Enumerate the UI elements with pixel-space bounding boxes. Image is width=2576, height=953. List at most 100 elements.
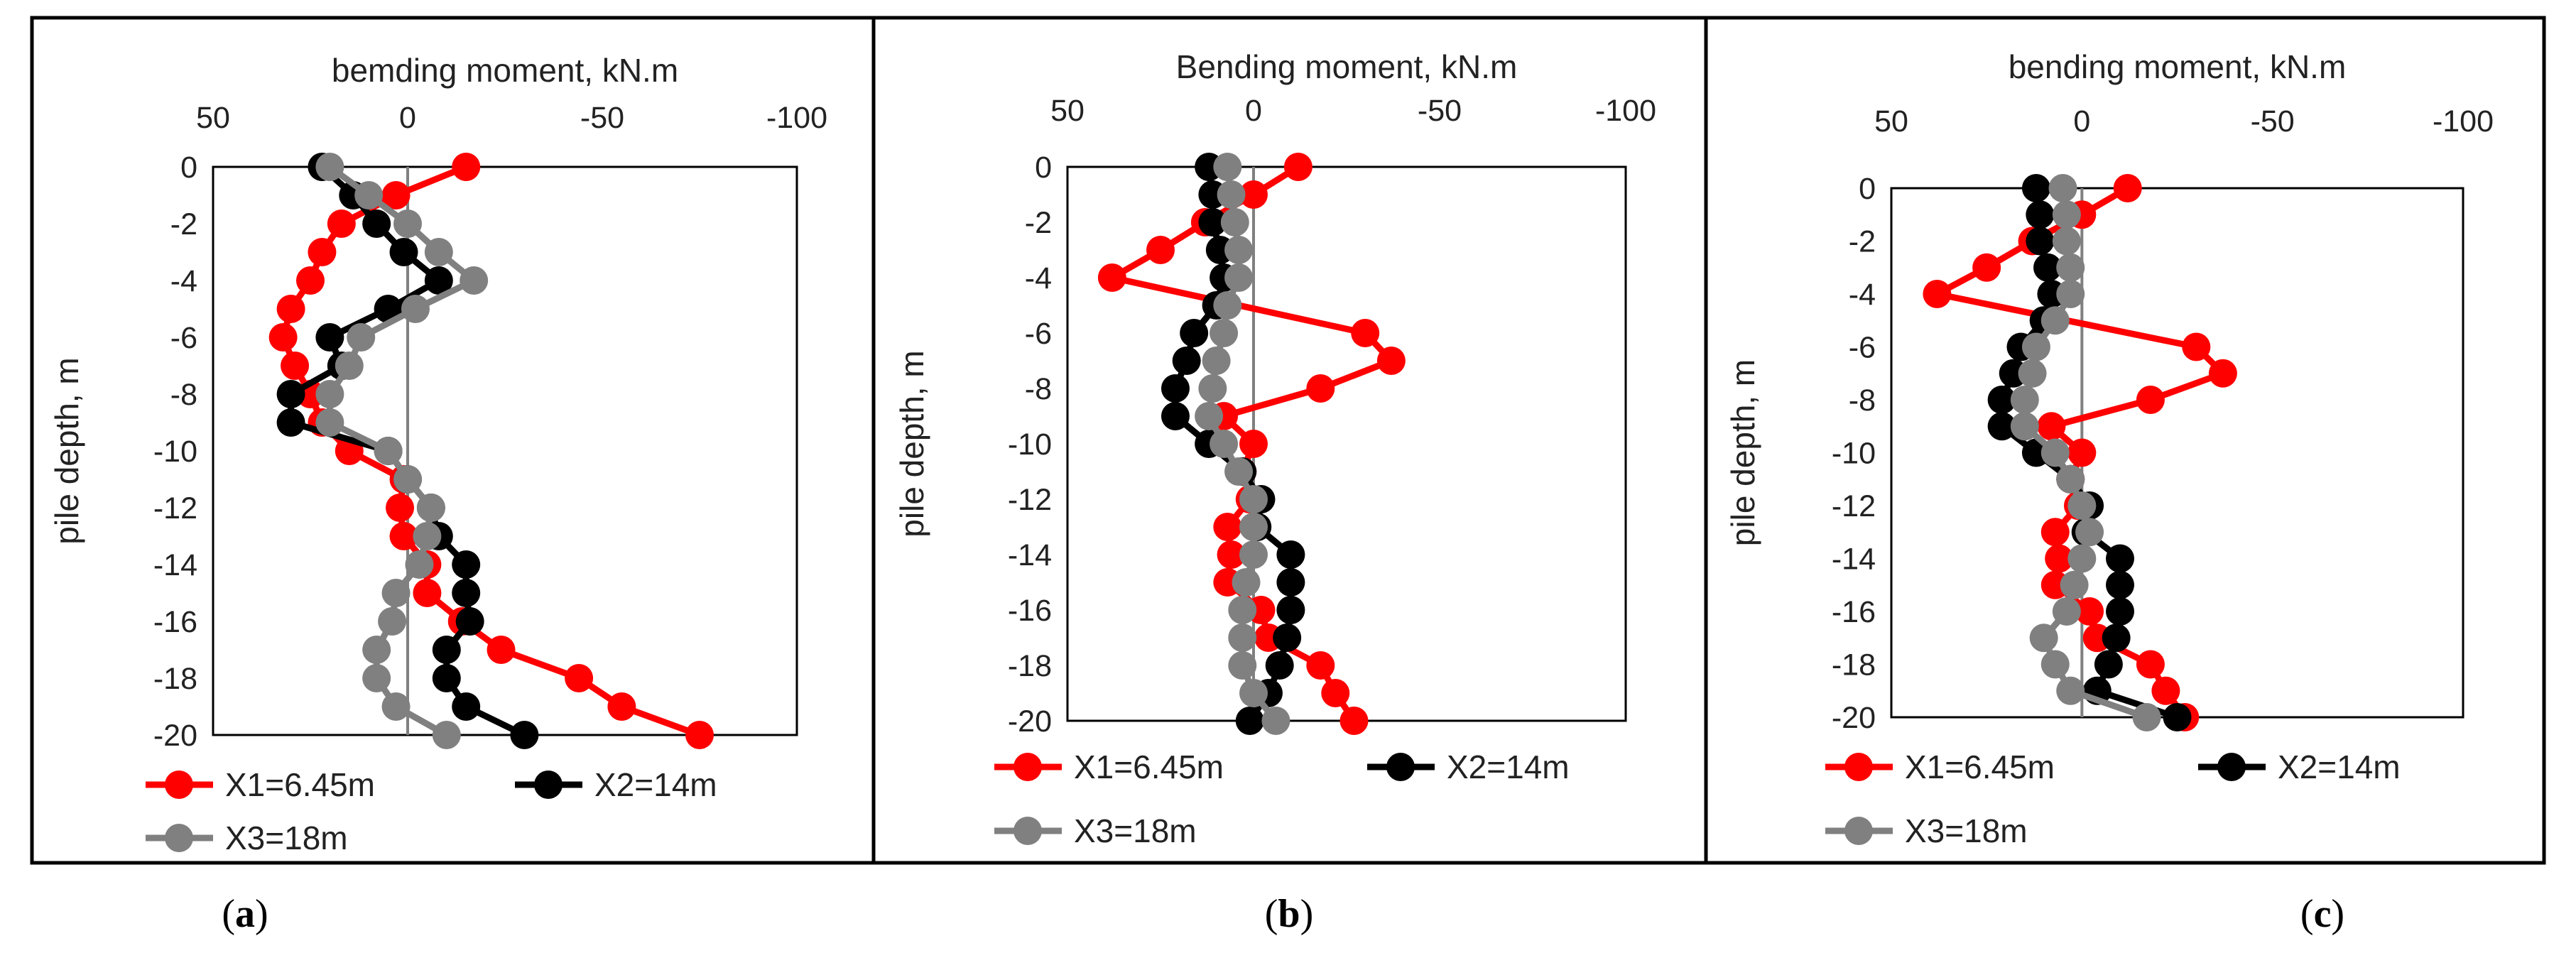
y-tick-label: -12 (1008, 483, 1052, 517)
legend-item-3: X3=18m (146, 819, 348, 856)
y-axis-title: pile depth, m (48, 357, 85, 544)
data-point (2106, 597, 2134, 626)
data-point (424, 266, 453, 295)
data-point (2208, 359, 2237, 388)
series-3 (315, 153, 489, 749)
data-point (1161, 374, 1190, 403)
data-point (565, 664, 594, 692)
data-point (1213, 153, 1242, 181)
data-point (2040, 650, 2070, 679)
data-point (432, 664, 461, 692)
data-point (2056, 676, 2085, 705)
data-point (386, 494, 415, 522)
legend-label: X3=18m (1905, 812, 2028, 849)
data-point (1220, 208, 1249, 236)
data-point (315, 408, 344, 437)
data-point (1339, 707, 1369, 735)
legend-item-1: X1=6.45m (994, 748, 1224, 785)
data-point (276, 380, 305, 408)
data-point (2056, 280, 2085, 308)
legend-marker (1844, 817, 1873, 845)
y-tick-label: -20 (153, 719, 197, 753)
data-point (1306, 374, 1335, 403)
data-point (510, 721, 539, 749)
legend-label: X1=6.45m (1074, 748, 1224, 785)
caption-letter: b (1278, 892, 1300, 936)
y-tick-label: 0 (1859, 172, 1876, 206)
data-point (1239, 485, 1268, 513)
legend-marker (165, 770, 193, 799)
legend-label: X1=6.45m (225, 766, 375, 803)
data-point (2045, 544, 2074, 573)
data-point (276, 295, 305, 323)
data-point (315, 380, 344, 408)
data-point (389, 238, 418, 266)
x-tick-label: 0 (2073, 104, 2090, 138)
data-point (308, 238, 337, 266)
data-point (1217, 180, 1246, 209)
data-point (2056, 464, 2085, 494)
data-point (2033, 253, 2063, 282)
data-point (2113, 174, 2142, 202)
data-point (416, 494, 445, 522)
data-point (1239, 540, 1268, 569)
data-point (2040, 306, 2070, 335)
data-point (393, 209, 422, 238)
y-tick-label: -20 (1008, 704, 1052, 739)
data-point (276, 408, 305, 437)
data-point (374, 437, 403, 465)
data-point (2094, 650, 2123, 679)
y-tick-label: -8 (1849, 383, 1876, 418)
data-point (281, 352, 310, 380)
caption-letter: a (235, 892, 255, 936)
y-tick-label: 0 (1035, 151, 1052, 185)
legend-item-3: X3=18m (1825, 812, 2028, 849)
data-point (1239, 430, 1268, 458)
data-point (2052, 200, 2081, 229)
data-point (381, 181, 411, 209)
data-point (1923, 280, 1952, 308)
x-axis-title: Bending moment, kN.m (1176, 48, 1518, 85)
data-point (2136, 386, 2165, 414)
y-axis-title: pile depth, m (1724, 359, 1761, 546)
legend-marker (534, 770, 563, 799)
y-tick-label: -6 (1025, 317, 1052, 351)
data-point (2021, 332, 2050, 361)
x-tick-label: 50 (1874, 104, 1908, 138)
y-tick-label: -12 (153, 491, 197, 525)
y-tick-label: -16 (153, 605, 197, 639)
y-tick-label: -14 (153, 548, 197, 582)
data-point (335, 352, 364, 380)
y-tick-label: -10 (1832, 437, 1876, 471)
data-point (2067, 438, 2097, 467)
data-point (452, 579, 481, 607)
caption-close: ) (1300, 892, 1314, 936)
y-tick-label: -2 (1025, 206, 1052, 240)
panel-caption: (b) (1265, 892, 1313, 936)
data-point (1987, 386, 2016, 414)
data-point (2163, 703, 2192, 731)
data-point (315, 153, 344, 181)
data-point (1097, 263, 1126, 292)
data-point (413, 579, 442, 607)
y-tick-label: -2 (170, 207, 197, 241)
data-point (1217, 540, 1246, 569)
legend-label: X1=6.45m (1905, 748, 2055, 785)
y-tick-label: -16 (1832, 595, 1876, 629)
data-point (1239, 679, 1268, 707)
data-point (381, 579, 411, 607)
panel-caption: (a) (222, 892, 268, 936)
data-point (2026, 227, 2055, 256)
data-point (389, 522, 418, 550)
chart-panel-b: 50 0 -50 -100 0 -2 -4 -6 -8 -10 -12 -14 -16 -18 -20 Ben… (871, 16, 1708, 936)
x-axis-title: bemding moment, kN.m (332, 52, 678, 89)
data-point (1198, 208, 1227, 236)
caption-close: ) (255, 892, 268, 936)
data-point (685, 721, 714, 749)
legend-label: X3=18m (1074, 812, 1197, 849)
data-point (2102, 623, 2131, 653)
y-tick-label: -10 (153, 435, 197, 469)
data-point (354, 181, 384, 209)
x-tick-label: -50 (1418, 94, 1462, 128)
y-tick-label: -4 (1849, 278, 1876, 312)
